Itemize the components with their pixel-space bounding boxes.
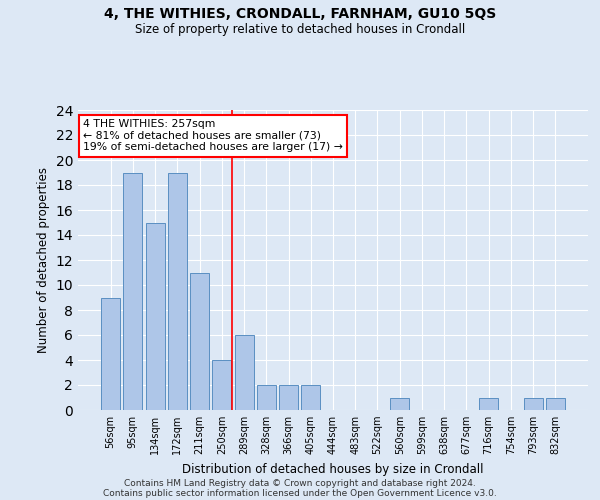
Bar xyxy=(101,298,120,410)
Bar xyxy=(190,272,209,410)
Bar xyxy=(390,398,409,410)
Bar xyxy=(212,360,231,410)
Bar xyxy=(279,385,298,410)
Bar xyxy=(301,385,320,410)
Text: 4 THE WITHIES: 257sqm
← 81% of detached houses are smaller (73)
19% of semi-deta: 4 THE WITHIES: 257sqm ← 81% of detached … xyxy=(83,119,343,152)
Y-axis label: Number of detached properties: Number of detached properties xyxy=(37,167,50,353)
Bar xyxy=(235,335,254,410)
Bar xyxy=(124,172,142,410)
Text: 4, THE WITHIES, CRONDALL, FARNHAM, GU10 5QS: 4, THE WITHIES, CRONDALL, FARNHAM, GU10 … xyxy=(104,8,496,22)
X-axis label: Distribution of detached houses by size in Crondall: Distribution of detached houses by size … xyxy=(182,462,484,475)
Bar xyxy=(479,398,498,410)
Bar xyxy=(168,172,187,410)
Text: Size of property relative to detached houses in Crondall: Size of property relative to detached ho… xyxy=(135,22,465,36)
Text: Contains public sector information licensed under the Open Government Licence v3: Contains public sector information licen… xyxy=(103,488,497,498)
Bar xyxy=(257,385,276,410)
Bar xyxy=(546,398,565,410)
Bar xyxy=(524,398,542,410)
Text: Contains HM Land Registry data © Crown copyright and database right 2024.: Contains HM Land Registry data © Crown c… xyxy=(124,478,476,488)
Bar xyxy=(146,222,164,410)
